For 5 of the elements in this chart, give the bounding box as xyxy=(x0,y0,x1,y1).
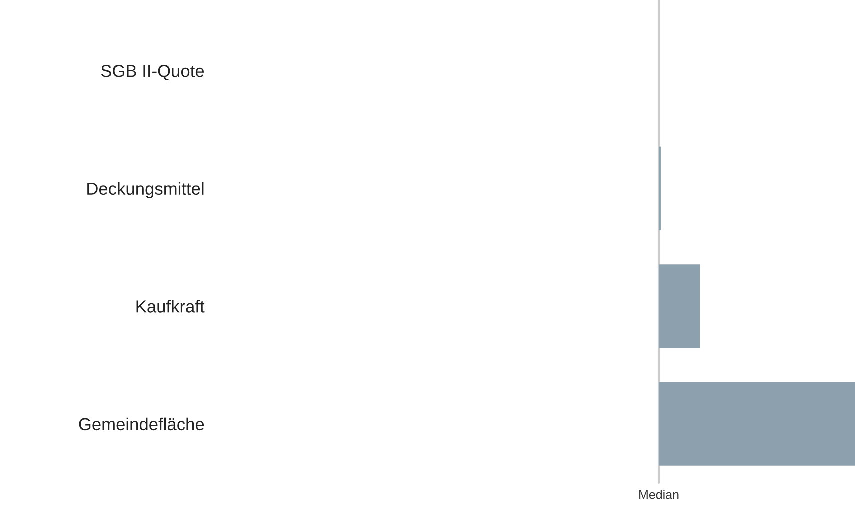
y-tick-label: Gemeindefläche xyxy=(79,418,204,431)
ref-line-label: Median xyxy=(640,490,679,500)
y-tick-label: Kaufkraft xyxy=(136,300,205,313)
y-tick-label: Deckungsmittel xyxy=(88,182,204,199)
y-tick-label: SGB II-Quote xyxy=(101,65,204,80)
